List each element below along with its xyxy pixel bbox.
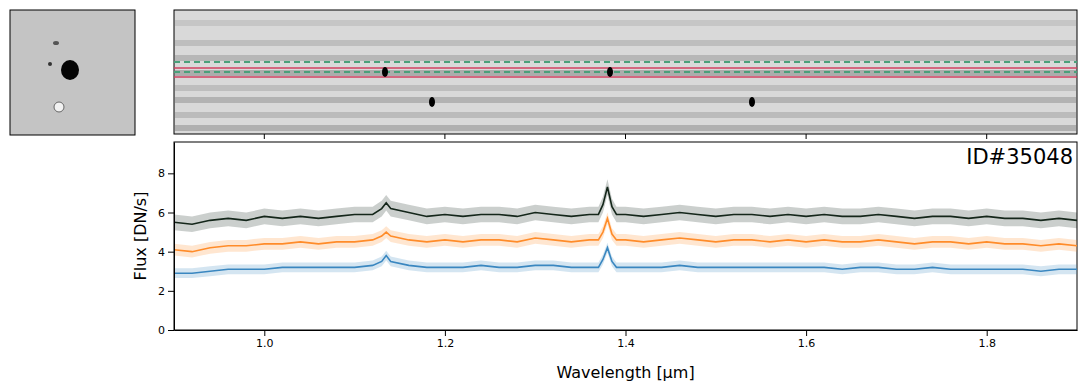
trace-band	[175, 112, 1076, 118]
y-tick-mark	[168, 213, 174, 214]
trace-band	[175, 85, 1076, 91]
plot-area	[174, 179, 1077, 278]
top-tick	[625, 134, 626, 139]
trace-band	[175, 125, 1076, 131]
y-tick-label: 2	[158, 285, 165, 298]
source-blob	[53, 41, 59, 45]
trace-band	[175, 40, 1076, 46]
x-tick: 1.4	[617, 330, 635, 350]
spectrum-line	[174, 248, 1077, 273]
y-tick: 2	[158, 285, 174, 298]
spectrum-line	[174, 187, 1077, 224]
error-band	[174, 243, 1077, 278]
y-tick: 0	[158, 324, 174, 337]
extraction-line	[174, 76, 1077, 78]
x-tick-label: 1.0	[256, 337, 274, 350]
x-tick: 1.6	[798, 330, 816, 350]
spectrum-2d	[174, 10, 1077, 139]
top-tick	[806, 134, 807, 139]
emission-spot	[382, 67, 388, 77]
x-tick-label: 1.2	[437, 337, 455, 350]
x-axis: 1.0 1.2 1.4 1.6 1.8	[175, 330, 1078, 350]
y-tick-mark	[168, 252, 174, 253]
y-tick-label: 6	[158, 207, 165, 220]
y-tick: 8	[158, 167, 174, 180]
source-blob	[48, 62, 52, 66]
extraction-line	[174, 61, 1077, 63]
y-tick-mark	[168, 330, 174, 331]
y-axis: 0 2 4 6 8	[158, 143, 175, 338]
y-tick-mark	[168, 291, 174, 292]
trace-band	[175, 55, 1076, 61]
x-tick-mark	[626, 330, 627, 336]
annotation: ID#35048	[966, 145, 1073, 169]
trace-band	[175, 97, 1076, 103]
x-axis-title: Wavelength [μm]	[556, 363, 694, 382]
x-tick-mark	[264, 330, 265, 336]
y-axis-line	[174, 143, 175, 331]
spectrum-2d-bg	[174, 10, 1077, 134]
x-tick: 1.2	[437, 330, 455, 350]
thumbnail-bg	[10, 10, 135, 135]
trace-band	[175, 70, 1076, 76]
source-blob	[61, 60, 79, 80]
top-tick	[986, 134, 987, 139]
y-tick-label: 0	[158, 324, 165, 337]
x-tick-mark	[806, 330, 807, 336]
error-band	[174, 213, 1077, 258]
x-tick-label: 1.8	[978, 337, 996, 350]
trace-band	[175, 20, 1076, 26]
emission-spot	[607, 67, 613, 77]
x-tick-mark	[987, 330, 988, 336]
y-tick-label: 4	[158, 246, 165, 259]
extraction-line	[174, 67, 1077, 69]
y-tick-mark	[168, 173, 174, 174]
y-tick: 6	[158, 207, 174, 220]
x-tick-label: 1.6	[798, 337, 816, 350]
spectrum-line	[174, 218, 1077, 251]
emission-spot	[429, 97, 435, 107]
emission-spot	[749, 97, 755, 107]
y-axis-title: Flux [DN/s]	[131, 192, 150, 281]
x-tick: 1.0	[256, 330, 274, 350]
y-tick-label: 8	[158, 167, 165, 180]
source-blob	[54, 102, 64, 112]
top-tick	[264, 134, 265, 139]
thumbnail	[10, 10, 135, 135]
top-tick	[444, 134, 445, 139]
plot-frame	[174, 142, 1077, 330]
x-tick-mark	[445, 330, 446, 336]
x-tick-label: 1.4	[617, 337, 635, 350]
error-band	[174, 179, 1077, 232]
extraction-line	[174, 71, 1077, 73]
x-tick: 1.8	[978, 330, 996, 350]
y-tick: 4	[158, 246, 174, 259]
